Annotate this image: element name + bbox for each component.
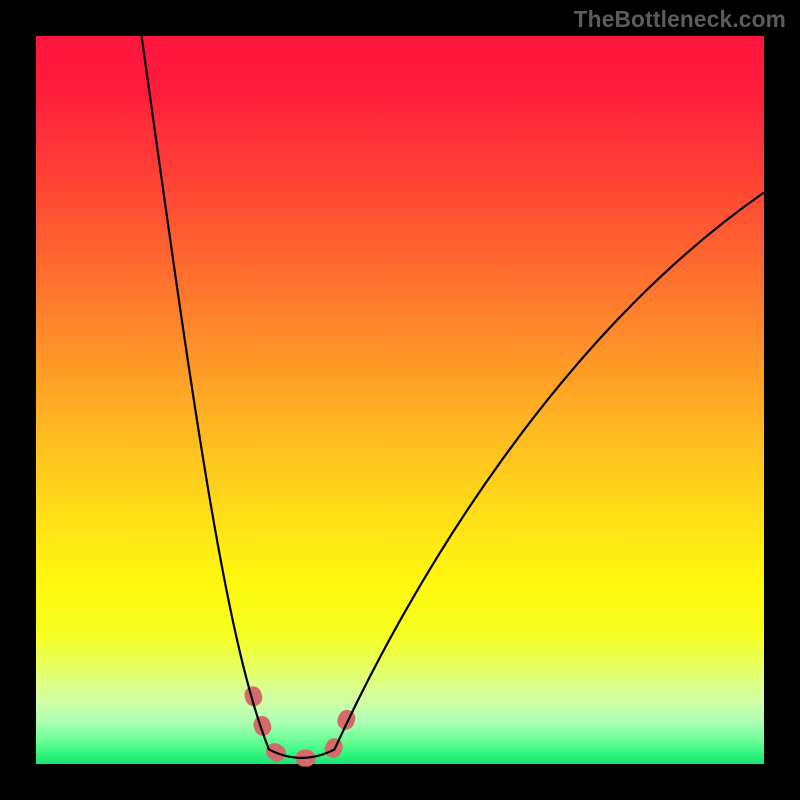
watermark-text: TheBottleneck.com [574,6,786,33]
plot-background [36,36,764,764]
chart-frame: TheBottleneck.com [0,0,800,800]
bottleneck-curve-chart [0,0,800,800]
